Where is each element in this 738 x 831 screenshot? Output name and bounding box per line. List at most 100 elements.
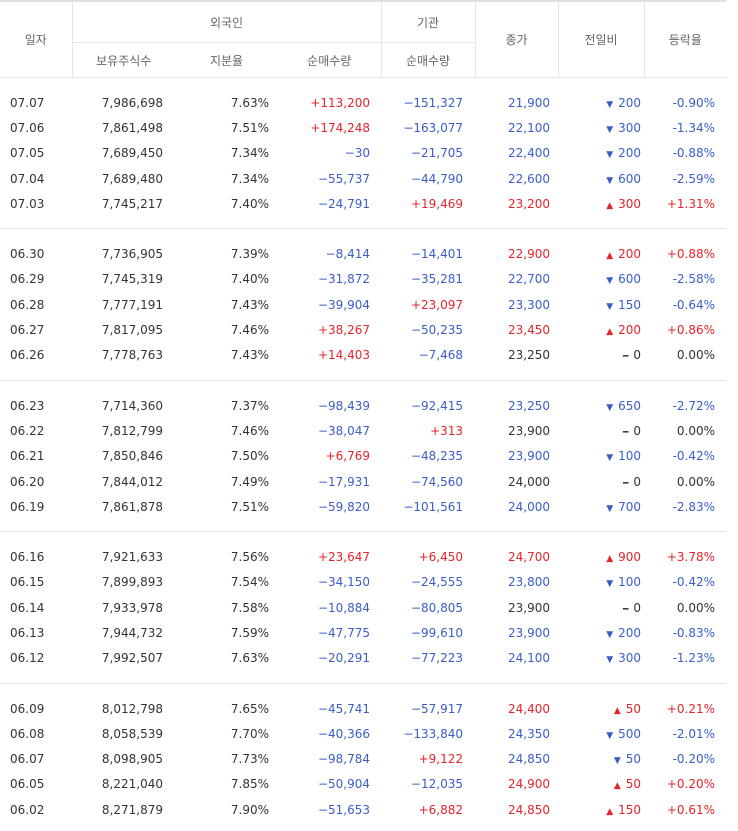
cell-date: 06.23 <box>10 398 45 413</box>
cell-holdings: 8,221,040 <box>101 777 163 792</box>
cell-rate: +0.88% <box>666 247 716 262</box>
cell-foreign-net: −38,047 <box>317 423 371 438</box>
cell-holdings: 7,861,878 <box>101 499 163 514</box>
cell-date: 06.16 <box>10 550 45 565</box>
change-value: 200 <box>618 146 642 161</box>
cell-foreign-net: +14,403 <box>317 348 371 363</box>
cell-change: ▼ 200 <box>558 90 644 115</box>
header-rate: 등락율 <box>643 1 727 78</box>
cell-holdings: 7,745,217 <box>101 196 163 211</box>
change-value: 0 <box>633 348 642 363</box>
cell-share: 7.34% <box>230 171 269 186</box>
cell-change: ▲ 300 <box>558 191 644 216</box>
cell-inst-net: −92,415 <box>410 398 464 413</box>
cell-holdings: 8,012,798 <box>101 701 163 716</box>
header-change: 전일비 <box>557 1 645 78</box>
change-value: 650 <box>618 398 642 413</box>
cell-share: 7.51% <box>230 499 269 514</box>
cell-close: 24,850 <box>508 752 551 767</box>
cell-inst-net: −7,468 <box>418 348 464 363</box>
table-row: 06.30 7,736,905 7.39% −8,414 −14,401 22,900 ▲ 2… <box>0 241 726 266</box>
cell-close: 22,700 <box>508 272 551 287</box>
cell-date: 06.20 <box>10 474 45 489</box>
cell-holdings: 8,058,539 <box>101 726 163 741</box>
cell-rate: -2.83% <box>672 499 716 514</box>
group-divider <box>0 216 727 230</box>
table-row: 06.29 7,745,319 7.40% −31,872 −35,281 22,700 ▼… <box>0 267 726 292</box>
cell-inst-net: −151,327 <box>403 95 464 110</box>
change-value: 0 <box>633 600 642 615</box>
cell-date: 06.19 <box>10 499 45 514</box>
cell-holdings: 7,933,978 <box>101 600 163 615</box>
cell-inst-net: −99,610 <box>410 625 464 640</box>
triangle-up-icon: ▲ <box>613 705 621 716</box>
cell-date: 06.27 <box>10 323 45 338</box>
cell-rate: +0.86% <box>666 323 716 338</box>
change-value: 0 <box>633 423 642 438</box>
header-foreign: 외국인 <box>71 1 382 43</box>
table-row: 07.03 7,745,217 7.40% −24,791 +19,469 23,200 ▲… <box>0 191 726 216</box>
change-value: 50 <box>625 777 642 792</box>
cell-change: ▼ 150 <box>558 292 644 317</box>
cell-foreign-net: −31,872 <box>317 272 371 287</box>
header-foreign-net: 순매수량 <box>278 42 382 78</box>
cell-foreign-net: −24,791 <box>317 196 371 211</box>
cell-holdings: 8,098,905 <box>101 752 163 767</box>
table-row: 06.15 7,899,893 7.54% −34,150 −24,555 23,800 ▼… <box>0 570 726 595</box>
cell-date: 06.13 <box>10 625 45 640</box>
cell-change: ▲ 200 <box>558 241 644 266</box>
cell-share: 7.58% <box>230 600 269 615</box>
cell-change: ▲ 50 <box>558 696 644 721</box>
cell-close: 24,100 <box>508 651 551 666</box>
triangle-down-icon: ▼ <box>606 150 614 161</box>
dash-icon: ━ <box>622 478 629 489</box>
table-row: 07.07 7,986,698 7.63% +113,200 −151,327 21,90… <box>0 90 726 115</box>
cell-foreign-net: −98,784 <box>317 752 371 767</box>
cell-date: 06.02 <box>10 802 45 817</box>
cell-inst-net: −44,790 <box>410 171 464 186</box>
cell-date: 06.05 <box>10 777 45 792</box>
cell-rate: 0.00% <box>676 600 716 615</box>
cell-date: 07.07 <box>10 95 45 110</box>
cell-inst-net: −50,235 <box>410 323 464 338</box>
cell-close: 24,000 <box>508 499 551 514</box>
table-row: 06.20 7,844,012 7.49% −17,931 −74,560 24,000 ━… <box>0 469 726 494</box>
cell-close: 23,450 <box>508 323 551 338</box>
table-row: 06.12 7,992,507 7.63% −20,291 −77,223 24,100 ▼… <box>0 646 726 671</box>
triangle-down-icon: ▼ <box>606 124 614 135</box>
change-value: 300 <box>618 196 642 211</box>
cell-foreign-net: −20,291 <box>317 651 371 666</box>
cell-change: ▼ 300 <box>558 115 644 140</box>
table-row: 06.22 7,812,799 7.46% −38,047 +313 23,900 ━ 0 0.… <box>0 418 726 443</box>
cell-change: ▼ 300 <box>558 646 644 671</box>
cell-holdings: 8,271,879 <box>101 802 163 817</box>
cell-date: 06.15 <box>10 575 45 590</box>
cell-close: 22,600 <box>508 171 551 186</box>
triangle-down-icon: ▼ <box>606 503 614 514</box>
cell-foreign-net: +23,647 <box>317 550 371 565</box>
cell-holdings: 7,777,191 <box>101 297 163 312</box>
change-value: 150 <box>618 802 642 817</box>
cell-foreign-net: −55,737 <box>317 171 371 186</box>
change-value: 900 <box>618 550 642 565</box>
cell-rate: +0.20% <box>666 777 716 792</box>
cell-share: 7.90% <box>230 802 269 817</box>
cell-date: 07.05 <box>10 146 45 161</box>
cell-share: 7.63% <box>230 95 269 110</box>
table-row: 06.16 7,921,633 7.56% +23,647 +6,450 24,700 ▲ 9… <box>0 544 726 569</box>
cell-rate: -0.42% <box>672 449 716 464</box>
change-value: 0 <box>633 474 642 489</box>
change-value: 200 <box>618 247 642 262</box>
cell-rate: -0.42% <box>672 575 716 590</box>
cell-inst-net: −77,223 <box>410 651 464 666</box>
cell-close: 24,400 <box>508 701 551 716</box>
group-spacer <box>0 78 726 91</box>
table-row: 06.13 7,944,732 7.59% −47,775 −99,610 23,900 ▼… <box>0 620 726 645</box>
cell-foreign-net: −34,150 <box>317 575 371 590</box>
triangle-down-icon: ▼ <box>606 402 614 413</box>
cell-foreign-net: −47,775 <box>317 625 371 640</box>
group-divider <box>0 367 727 381</box>
table-row: 06.23 7,714,360 7.37% −98,439 −92,415 23,250 ▼… <box>0 393 726 418</box>
cell-change: ━ 0 <box>558 343 644 368</box>
cell-rate: -2.01% <box>672 726 716 741</box>
